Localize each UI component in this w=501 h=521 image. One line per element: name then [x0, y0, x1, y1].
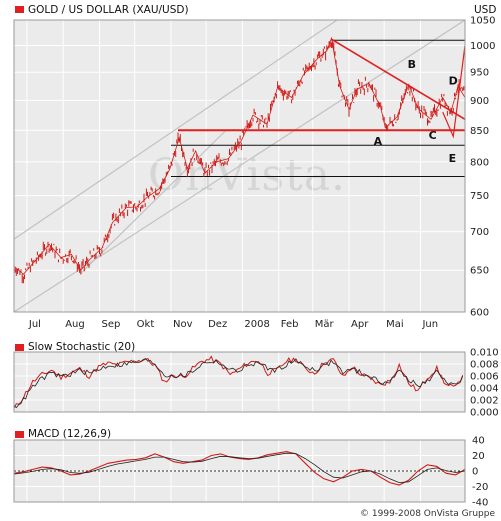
price-plot-area: [14, 20, 465, 312]
trend-channel-line: [80, 129, 227, 274]
price-y-tick-label: 750: [470, 191, 489, 202]
price-x-tick-label: Nov: [173, 319, 193, 330]
price-x-tick-label: Mär: [315, 319, 335, 330]
series-color-swatch: [15, 6, 24, 13]
stochastic-y-tick-label: 0.002: [470, 396, 499, 407]
pattern-label-c: C: [429, 129, 437, 142]
stochastic-y-tick-label: 0.010: [470, 348, 499, 359]
macd-series-line-2: [13, 452, 466, 484]
main-chart-title: GOLD / US DOLLAR (XAU/USD): [28, 4, 189, 16]
price-y-tick-label: 850: [470, 126, 489, 137]
stochastic-series-line-1: [13, 355, 464, 409]
projection-line: [442, 45, 465, 139]
price-x-tick-label: Sep: [102, 319, 121, 330]
price-x-tick-label: Jul: [28, 319, 41, 330]
price-panel-border: [13, 19, 466, 313]
macd-chart-svg: -40 -20 0 20 40: [13, 436, 488, 509]
pattern-label-b: B: [408, 58, 416, 71]
price-x-tick-label: Okt: [137, 319, 155, 330]
stochastic-title: Slow Stochastic (20): [28, 341, 136, 353]
price-chart-svg: 600 650 700 750 800 850 900 950 1000 1050 Jul Aug Se…: [13, 16, 495, 330]
price-x-tick-label: Feb: [281, 319, 299, 330]
price-y-tick-label: 800: [470, 157, 489, 168]
price-x-tick-label: Apr: [351, 319, 369, 330]
stochastic-y-tick-label: 0.004: [470, 384, 499, 395]
stochastic-y-tick-label: 0.006: [470, 372, 499, 383]
stochastic-series-line-2: [13, 358, 464, 409]
price-y-tick-label: 700: [470, 227, 489, 238]
price-y-tick-label: 650: [470, 266, 489, 277]
pattern-label-a: A: [374, 135, 383, 148]
pattern-label-e: E: [449, 152, 457, 165]
stochastic-color-swatch: [15, 344, 24, 351]
macd-y-tick-label: -40: [472, 498, 488, 509]
macd-title: MACD (12,26,9): [28, 428, 112, 440]
macd-y-tick-label: 20: [472, 451, 485, 462]
stochastic-panel-border: [13, 351, 466, 413]
currency-label: USD: [474, 4, 497, 16]
macd-y-tick-label: -20: [472, 482, 488, 493]
price-y-tick-label: 950: [470, 68, 489, 79]
price-y-tick-label: 600: [470, 308, 489, 319]
trend-channel-line: [14, 20, 465, 312]
price-x-tick-label: Aug: [65, 319, 85, 330]
price-y-tick-label: 900: [470, 96, 489, 107]
copyright-notice: © 1999-2008 OnVista Gruppe: [360, 509, 495, 519]
resistance-trend-line: [331, 38, 465, 121]
trend-channel-line: [14, 20, 339, 240]
macd-panel-border: [13, 439, 466, 503]
pattern-label-d: D: [449, 74, 458, 87]
macd-y-tick-label: 40: [472, 436, 485, 447]
price-y-tick-label: 1000: [470, 41, 495, 52]
macd-color-swatch: [15, 431, 24, 438]
price-x-tick-label: Dez: [208, 319, 227, 330]
price-x-tick-label: 2008: [244, 319, 269, 330]
stochastic-y-tick-label: 0.008: [470, 360, 499, 371]
price-x-tick-label: Mai: [386, 319, 404, 330]
macd-series-line-1: [13, 451, 466, 486]
price-x-tick-label: Jun: [421, 319, 438, 330]
price-y-tick-label: 1050: [470, 16, 495, 27]
price-series-line: [14, 36, 465, 275]
macd-y-tick-label: 0: [472, 467, 478, 478]
stochastic-y-tick-label: 0.000: [470, 408, 499, 419]
